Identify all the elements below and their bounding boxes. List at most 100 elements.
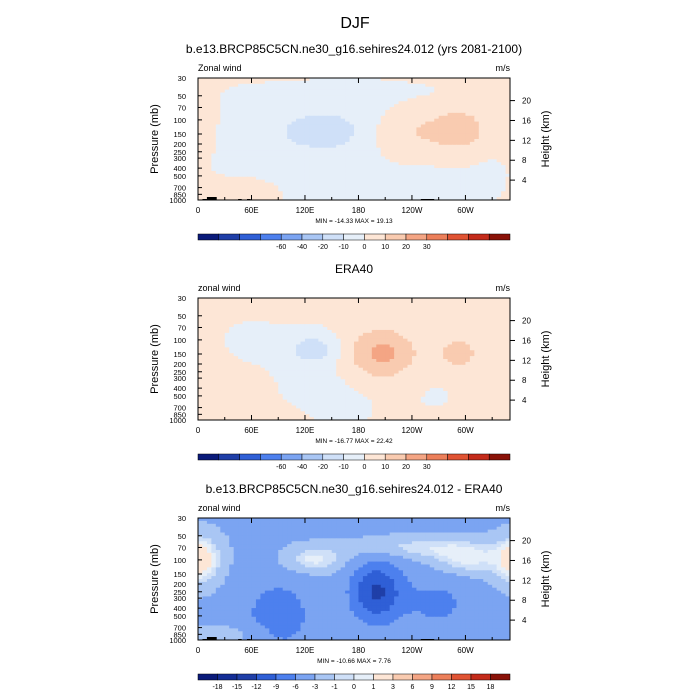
contour-cell <box>407 80 413 85</box>
contour-cell <box>313 376 319 380</box>
contour-cell <box>403 173 408 178</box>
contour-cell <box>358 107 364 111</box>
contour-cell <box>255 139 261 143</box>
contour-cell <box>425 341 431 345</box>
contour-cell <box>425 321 431 325</box>
contour-cell <box>255 115 261 120</box>
contour-cell <box>198 124 203 128</box>
contour-cell <box>501 153 506 157</box>
contour-cell <box>505 168 511 172</box>
contour-cell <box>429 367 435 372</box>
contour-cell <box>336 121 342 125</box>
contour-cell <box>452 144 457 149</box>
contour-cell <box>420 176 426 181</box>
contour-cell <box>447 344 453 348</box>
contour-cell <box>202 347 208 351</box>
contour-cell <box>291 321 297 325</box>
contour-cell <box>331 127 337 131</box>
contour-cell <box>215 329 221 334</box>
contour-cell <box>487 98 493 102</box>
contour-cell <box>349 165 355 169</box>
contour-cell <box>198 318 203 322</box>
contour-cell <box>376 141 382 146</box>
contour-cell <box>233 327 239 331</box>
contour-cell <box>273 133 279 137</box>
contour-cell <box>407 370 413 374</box>
contour-cell <box>443 179 448 183</box>
contour-cell <box>398 185 404 189</box>
contour-cell <box>434 176 440 181</box>
contour-cell <box>380 141 386 146</box>
contour-cell <box>300 83 306 88</box>
contour-cell <box>474 361 480 366</box>
contour-cell <box>407 86 413 91</box>
contour-cell <box>233 318 239 322</box>
contour-cell <box>345 179 350 183</box>
contour-cell <box>255 112 261 117</box>
contour-cell <box>425 121 431 125</box>
contour-cell <box>371 194 377 198</box>
contour-cell <box>452 188 457 192</box>
contour-cell <box>505 124 511 128</box>
contour-cell <box>416 344 422 348</box>
contour-cell <box>255 150 261 154</box>
contour-cell <box>492 159 498 163</box>
contour-cell <box>264 92 270 96</box>
contour-cell <box>300 194 306 198</box>
contour-cell <box>474 303 480 308</box>
contour-cell <box>403 144 408 149</box>
contour-cell <box>505 170 511 175</box>
contour-cell <box>309 191 315 195</box>
contour-cell <box>456 107 462 111</box>
contour-cell <box>416 139 422 143</box>
contour-cell <box>407 329 413 334</box>
contour-cell <box>371 144 377 149</box>
contour-cell <box>238 338 243 342</box>
contour-cell <box>322 133 328 137</box>
contour-cell <box>327 335 333 340</box>
contour-cell <box>296 347 301 351</box>
contour-cell <box>483 194 489 198</box>
contour-cell <box>429 86 435 91</box>
contour-cell <box>300 300 306 305</box>
contour-cell <box>336 188 342 192</box>
contour-cell <box>478 370 484 374</box>
contour-cell <box>398 335 404 340</box>
contour-cell <box>278 165 284 169</box>
contour-cell <box>296 356 301 360</box>
contour-cell <box>238 118 243 122</box>
contour-cell <box>260 112 266 117</box>
contour-cell <box>407 364 413 369</box>
contour-cell <box>291 121 297 125</box>
contour-cell <box>407 185 413 189</box>
contour-cell <box>478 150 484 154</box>
contour-cell <box>224 318 230 322</box>
contour-cell <box>367 176 373 181</box>
contour-cell <box>496 359 502 363</box>
contour-cell <box>362 332 368 337</box>
contour-cell <box>247 80 252 85</box>
contour-cell <box>487 327 493 331</box>
contour-cell <box>460 104 466 108</box>
contour-cell <box>487 194 493 198</box>
contour-cell <box>456 370 462 374</box>
contour-cell <box>487 83 493 88</box>
contour-cell <box>220 356 226 360</box>
contour-cell <box>238 298 243 302</box>
contour-cell <box>300 98 306 102</box>
contour-cell <box>411 315 417 319</box>
contour-cell <box>501 350 506 354</box>
contour-cell <box>282 127 288 131</box>
contour-cell <box>496 112 502 117</box>
contour-cell <box>425 315 431 319</box>
contour-cell <box>362 364 368 369</box>
contour-cell <box>407 335 413 340</box>
contour-cell <box>420 153 426 157</box>
contour-cell <box>438 89 444 93</box>
contour-cell <box>278 133 284 137</box>
contour-cell <box>447 153 453 157</box>
contour-cell <box>416 353 422 357</box>
contour-cell <box>211 182 217 186</box>
contour-cell <box>443 168 448 172</box>
contour-cell <box>345 361 350 366</box>
